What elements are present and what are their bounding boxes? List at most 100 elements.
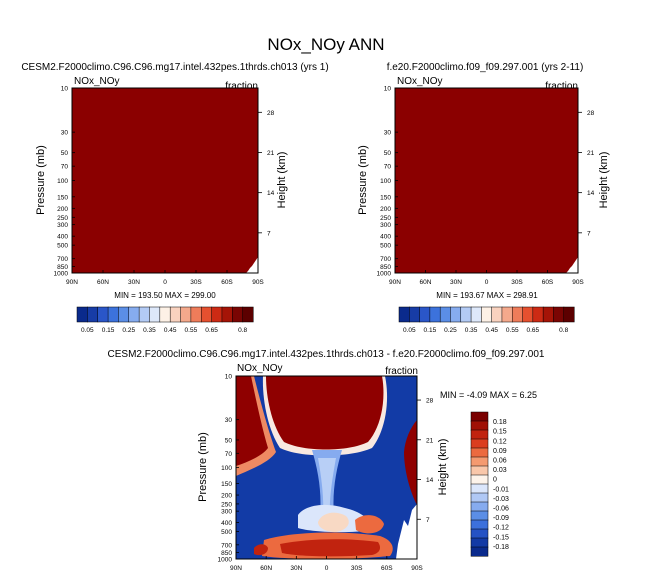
difference-colorbar-swatch-6	[470, 465, 489, 476]
difference-right-tick-label-2: 14	[426, 477, 434, 484]
panel-2-colorbar-label-0: 0.05	[403, 327, 416, 334]
panel-2-y-tick-label-5: 150	[380, 194, 391, 201]
panel-2-right-tick-label-0: 28	[587, 110, 595, 117]
panel-2-stats: MIN = 193.67 MAX = 298.91	[436, 291, 538, 300]
panel-2-colorbar-swatch-11	[511, 306, 524, 323]
panel-2-colorbar-swatch-8	[481, 306, 493, 323]
panel-2-y-tick-label-12: 850	[380, 264, 391, 271]
panel-2-colorbar-swatch-16	[563, 306, 575, 323]
panel-2-colorbar-swatch-6	[460, 306, 472, 323]
panel-1-colorbar-swatch-10	[180, 306, 192, 323]
difference-colorbar-swatch-14	[470, 537, 489, 548]
difference-y-tick-label-2: 50	[225, 437, 233, 444]
panel-2-colorbar-swatch-7	[470, 306, 482, 323]
difference-y-tick-label-7: 250	[221, 501, 232, 508]
panel-1-colorbar-swatch-6	[138, 306, 151, 323]
panel-2-colorbar-labels: 0.05 0.15 0.25 0.35 0.45 0.55 0.65 0.8	[403, 327, 569, 334]
panel-2-y-tick-label-2: 50	[384, 150, 392, 157]
panel-1-x-tick-label-4: 30S	[190, 279, 202, 286]
panel-1-right-tick-label-1: 21	[267, 150, 275, 157]
panel-2-colorbar-swatch-1	[409, 306, 421, 323]
difference-colorbar-swatch-12	[470, 519, 489, 530]
panel-1-colorbar-label-2: 0.25	[122, 327, 135, 334]
panel-1-x-tick-label-6: 90S	[252, 279, 264, 286]
panel-1-y-tick-label-13: 1000	[54, 271, 69, 278]
panel-2-subtitle: f.e20.F2000climo.f09_f09.297.001 (yrs 2-…	[387, 62, 584, 73]
panel-2-x-tick-label-5: 60S	[542, 279, 554, 286]
panel-1-field	[72, 88, 258, 273]
panel-2-colorbar-swatch-14	[542, 306, 554, 323]
difference-colorbar-label-8: -0.03	[493, 496, 509, 503]
panel-2-y-tick-label-10: 500	[380, 243, 391, 250]
difference-colorbar-labels: 0.18 0.15 0.12 0.09 0.06 0.03 0 -0.01 -0.03 -0.06…	[493, 419, 509, 551]
panel-2-ylabel: Pressure (mb)	[357, 145, 369, 215]
panel-1-y-tick-label-8: 300	[57, 222, 68, 229]
panel-1-colorbar-swatch-9	[169, 306, 182, 323]
panel-2-colorbar-label-3: 0.35	[465, 327, 478, 334]
panel-1-y-tick-label-11: 700	[57, 256, 68, 263]
panel-1-colorbar-swatch-15	[232, 306, 244, 323]
panel-2-colorbar	[398, 306, 575, 323]
difference-colorbar-label-11: -0.12	[493, 525, 509, 532]
panel-1-colorbar-swatch-3	[107, 306, 119, 323]
difference-colorbar-label-10: -0.09	[493, 515, 509, 522]
panel-2-colorbar-swatch-5	[450, 306, 462, 323]
panel-1-colorbar-swatch-16	[242, 306, 254, 323]
panel-1-y-tick-label-5: 150	[57, 194, 68, 201]
panel-2-colorbar-label-7: 0.8	[559, 327, 568, 334]
panel-1-colorbar-swatch-1	[87, 306, 99, 323]
panel-2-colorbar-label-1: 0.15	[424, 327, 437, 334]
difference-y-tick-label-8: 300	[221, 509, 232, 516]
panel-2-y-tick-label-4: 100	[380, 178, 391, 185]
difference-colorbar-swatch-5	[470, 456, 489, 467]
difference-x-tick-label-0: 90N	[230, 565, 242, 572]
panel-2-right-tick-label-3: 7	[587, 230, 591, 237]
difference-colorbar-label-3: 0.09	[493, 448, 507, 455]
panel-1-colorbar-swatch-12	[200, 306, 213, 323]
panel-1-y-tick-label-7: 250	[57, 215, 68, 222]
difference-y-tick-label-6: 200	[221, 493, 232, 500]
difference-colorbar-label-12: -0.15	[493, 534, 509, 541]
difference-x-tick-label-1: 60N	[260, 565, 272, 572]
difference-colorbar-label-6: 0	[493, 477, 497, 484]
difference-y-tick-label-1: 30	[225, 417, 233, 424]
difference-x-tick-label-6: 90S	[411, 565, 423, 572]
difference-colorbar-label-9: -0.06	[493, 506, 509, 513]
difference-y-tick-label-0: 10	[225, 374, 233, 381]
panel-2-colorbar-swatch-3	[429, 306, 441, 323]
difference-x-tick-label-3: 0	[325, 565, 329, 572]
difference-colorbar-swatch-0	[470, 411, 489, 422]
difference-colorbar-swatch-10	[470, 501, 489, 512]
difference-colorbar-swatch-2	[470, 429, 489, 440]
panel-2-colorbar-swatch-0	[398, 306, 410, 323]
panel-2-x-tick-label-4: 30S	[511, 279, 523, 286]
panel-2: f.e20.F2000climo.f09_f09.297.001 (yrs 2-…	[357, 62, 610, 334]
panel-1-y-tick-label-10: 500	[57, 243, 68, 250]
panel-1-colorbar-labels: 0.05 0.15 0.25 0.35 0.45 0.55 0.65 0.8	[81, 327, 248, 334]
panel-2-x-tick-label-3: 0	[485, 279, 489, 286]
panel-1-colorbar-swatch-0	[76, 306, 88, 323]
panel-1-right-label: Height (km)	[276, 152, 288, 209]
panel-2-right-tick-label-1: 21	[587, 150, 595, 157]
panel-1-y-tick-label-4: 100	[57, 178, 68, 185]
panel-1-colorbar-label-6: 0.65	[205, 327, 218, 334]
panel-1-x-ticks: 90N 60N 30N 0 30S 60S 90S	[66, 270, 264, 286]
panel-2-colorbar-label-5: 0.55	[506, 327, 519, 334]
panel-2-units: fraction	[545, 81, 578, 92]
panel-2-colorbar-swatch-10	[501, 306, 513, 323]
panel-1-y-tick-label-3: 70	[61, 164, 69, 171]
panel-2-colorbar-swatch-4	[439, 306, 452, 323]
difference-right-tick-label-0: 28	[426, 398, 434, 405]
panel-2-colorbar-swatch-12	[522, 306, 534, 323]
panel-2-x-tick-label-2: 30N	[450, 279, 462, 286]
difference-y-tick-label-5: 150	[221, 481, 232, 488]
difference-colorbar-swatch-3	[470, 438, 489, 449]
panel-1-right-ticks: 28 21 14 7	[258, 110, 275, 237]
difference-colorbar-label-5: 0.03	[493, 467, 507, 474]
panel-1-x-tick-label-0: 90N	[66, 279, 78, 286]
difference-colorbar-swatch-15	[470, 546, 489, 557]
difference-x-tick-label-5: 60S	[381, 565, 393, 572]
difference-y-tick-label-4: 100	[221, 465, 232, 472]
